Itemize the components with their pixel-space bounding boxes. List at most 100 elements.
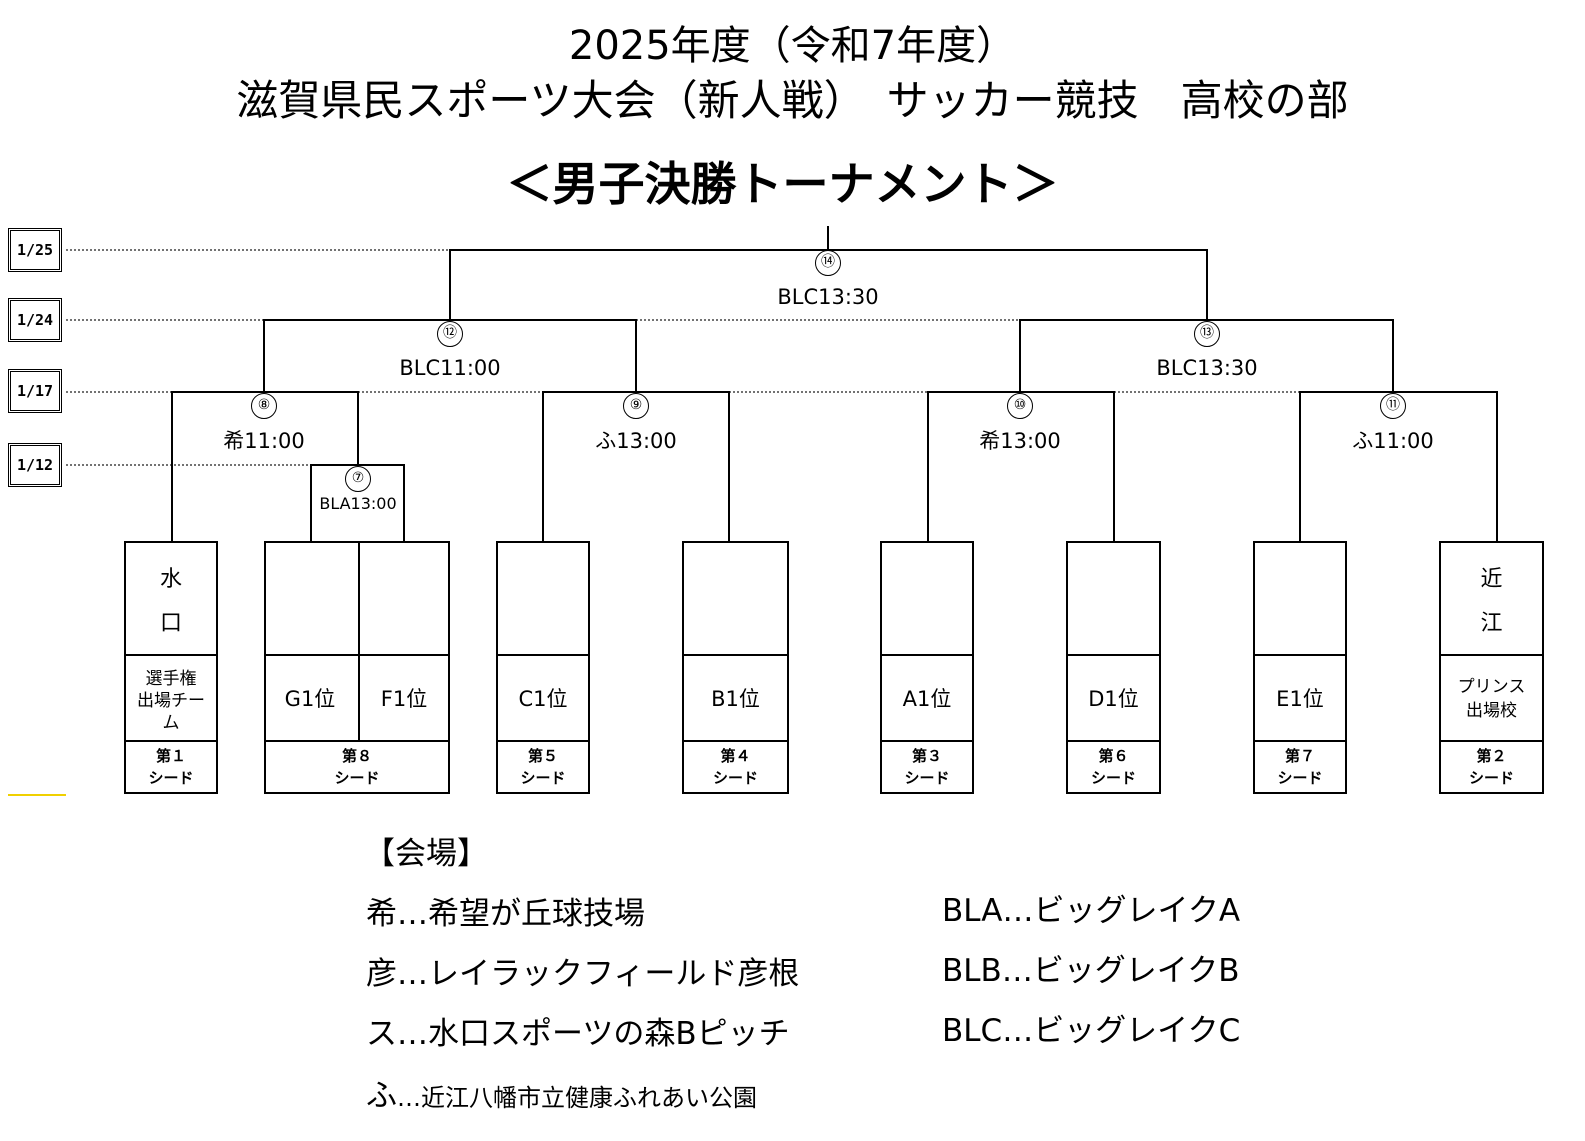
team-note: ム bbox=[162, 712, 180, 733]
venue-name: ビッグレイクC bbox=[1033, 1013, 1241, 1049]
team-box-seed-4: B1位 第４ シード bbox=[682, 541, 789, 794]
venue-abbr: BLA bbox=[942, 893, 1003, 929]
team-position: B1位 bbox=[711, 687, 760, 711]
match-info-8: 希11:00 bbox=[223, 429, 305, 453]
seed-rank: 第５ bbox=[527, 747, 558, 765]
team-position: D1位 bbox=[1088, 687, 1139, 711]
bracket-m8 bbox=[171, 391, 359, 541]
team-note: 出場チー bbox=[137, 690, 205, 711]
seed-rank: 第１ bbox=[155, 747, 186, 765]
match-info-9: ふ13:00 bbox=[595, 429, 677, 453]
title-year: 2025年度（令和7年度） bbox=[568, 23, 1017, 69]
team-note: プリンス bbox=[1457, 676, 1526, 697]
divider bbox=[684, 654, 787, 656]
divider bbox=[498, 654, 588, 656]
match-info-12: BLC11:00 bbox=[399, 356, 501, 380]
seed-label: 第１ シード bbox=[126, 740, 216, 792]
match-number-9: ⑨ bbox=[623, 393, 649, 419]
date-label-1-24: 1/24 bbox=[8, 298, 62, 342]
venue-item: 彦…レイラックフィールド彦根 bbox=[366, 954, 799, 994]
team-position: C1位 bbox=[518, 687, 568, 711]
venue-abbr: BLB bbox=[942, 953, 1002, 989]
bracket-m11 bbox=[1299, 391, 1498, 541]
divider bbox=[1441, 654, 1542, 656]
seed-rank: 第３ bbox=[911, 747, 942, 765]
venue-sep: … bbox=[1001, 953, 1033, 989]
divider bbox=[882, 654, 972, 656]
bracket-m7 bbox=[310, 464, 405, 541]
match-info-13: BLC13:30 bbox=[1156, 356, 1258, 380]
match-number-10: ⑩ bbox=[1007, 393, 1033, 419]
seed-word: シード bbox=[1090, 769, 1136, 787]
venue-sep: … bbox=[397, 1016, 428, 1052]
bracket-m10 bbox=[927, 391, 1115, 541]
seed-word: シード bbox=[1277, 769, 1323, 787]
venue-sep: … bbox=[1002, 893, 1034, 929]
venue-item: ス…水口スポーツの森Bピッチ bbox=[366, 1014, 790, 1054]
team-position: A1位 bbox=[902, 687, 952, 711]
team-note: 選手権 bbox=[145, 668, 197, 689]
seed-rank: 第６ bbox=[1098, 747, 1129, 765]
match-info-11: ふ11:00 bbox=[1352, 429, 1434, 453]
seed-word: シード bbox=[148, 769, 194, 787]
venue-sep: … bbox=[397, 896, 428, 932]
venue-abbr: ス bbox=[366, 1016, 397, 1052]
bracket-m12 bbox=[263, 319, 637, 392]
team-name-char: 口 bbox=[159, 611, 182, 636]
venue-sep: … bbox=[397, 1084, 421, 1112]
divider bbox=[1068, 654, 1159, 656]
team-note: 出場校 bbox=[1466, 700, 1517, 721]
date-label-1-25: 1/25 bbox=[8, 228, 62, 272]
title-event: 滋賀県民スポーツ大会（新人戦） サッカー競技 高校の部 bbox=[236, 76, 1349, 125]
seed-label: 第６ シード bbox=[1068, 740, 1159, 792]
team-name-char: 水 bbox=[159, 567, 182, 592]
seed-label: 第２ シード bbox=[1441, 740, 1542, 792]
venue-abbr: 希 bbox=[366, 896, 397, 932]
venue-name: 希望が丘球技場 bbox=[428, 896, 645, 932]
team-box-seed-8: G1位 F1位 第８ シード bbox=[264, 541, 450, 794]
divider bbox=[126, 654, 216, 656]
team-position: G1位 bbox=[284, 687, 336, 711]
match-number-7: ⑦ bbox=[345, 466, 371, 492]
venue-item: BLA…ビッグレイクA bbox=[942, 891, 1240, 931]
bracket-m9 bbox=[542, 391, 730, 541]
venue-name: 近江八幡市立健康ふれあい公園 bbox=[421, 1084, 757, 1112]
venue-item: BLB…ビッグレイクB bbox=[942, 951, 1239, 991]
seed-word: シード bbox=[904, 769, 950, 787]
venue-sep: … bbox=[397, 956, 428, 992]
venue-item: BLC…ビッグレイクC bbox=[942, 1011, 1240, 1051]
team-box-seed-3: A1位 第３ シード bbox=[880, 541, 974, 794]
seed-word: シード bbox=[712, 769, 758, 787]
venue-sep: … bbox=[1002, 1013, 1034, 1049]
match-number-11: ⑪ bbox=[1380, 393, 1406, 419]
seed-word: シード bbox=[520, 769, 566, 787]
seed-label: 第７ シード bbox=[1255, 740, 1345, 792]
seed-rank: 第４ bbox=[720, 747, 751, 765]
team-box-seed-5: C1位 第５ シード bbox=[496, 541, 590, 794]
team-box-seed-7: E1位 第７ シード bbox=[1253, 541, 1347, 794]
seed-word: シード bbox=[334, 769, 380, 787]
team-position: E1位 bbox=[1276, 687, 1324, 711]
venue-heading: 【会場】 bbox=[364, 836, 488, 872]
match-info-10: 希13:00 bbox=[979, 429, 1061, 453]
date-label-1-12: 1/12 bbox=[8, 443, 62, 487]
match-number-13: ⑬ bbox=[1194, 321, 1220, 347]
title-tournament: ＜男子決勝トーナメント＞ bbox=[506, 157, 1059, 211]
seed-rank: 第２ bbox=[1476, 747, 1507, 765]
venue-name: ビッグレイクB bbox=[1032, 953, 1240, 989]
seed-rank: 第７ bbox=[1284, 747, 1315, 765]
venue-item: 希…希望が丘球技場 bbox=[366, 894, 645, 934]
match-number-8: ⑧ bbox=[251, 393, 277, 419]
date-label-1-17: 1/17 bbox=[8, 369, 62, 413]
venue-item: ふ…近江八幡市立健康ふれあい公園 bbox=[366, 1076, 757, 1118]
team-name-char: 近 bbox=[1480, 567, 1503, 592]
team-name-char: 江 bbox=[1480, 611, 1503, 636]
match-number-12: ⑫ bbox=[437, 321, 463, 347]
team-box-seed-6: D1位 第６ シード bbox=[1066, 541, 1161, 794]
match-info-14: BLC13:30 bbox=[777, 285, 879, 309]
seed-label: 第３ シード bbox=[882, 740, 972, 792]
divider bbox=[358, 543, 360, 742]
team-box-seed-1: 水 口 選手権 出場チー ム 第１ シード bbox=[124, 541, 218, 794]
match-info-7: BLA13:00 bbox=[319, 494, 397, 513]
